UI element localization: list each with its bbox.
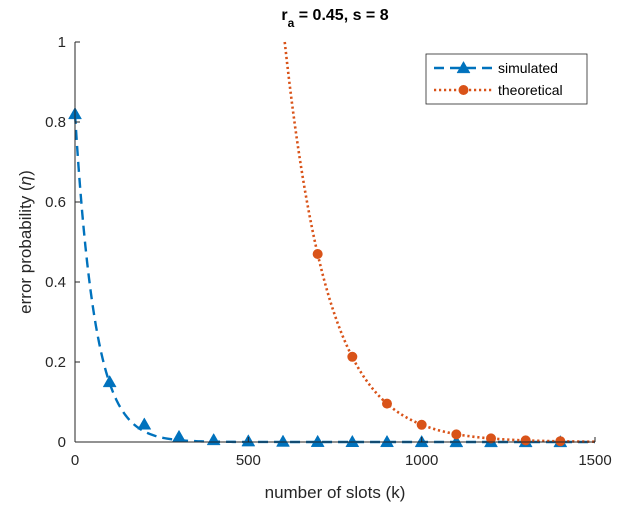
data-point-theoretical [520,435,531,446]
data-point-simulated [310,434,325,447]
y-axis-label-symbol: η [16,176,35,185]
legend-marker-theoretical [458,85,469,95]
data-point-simulated [380,434,394,448]
chart-title: ra = 0.45, s = 8 [281,7,388,30]
y-tick-label: 0.2 [45,354,66,371]
data-point-simulated [102,374,117,388]
data-point-theoretical [416,419,427,430]
data-point-theoretical [486,433,496,444]
ticks: 0 500 1000 1500 0 0.2 0.4 0.6 0.8 1 [45,34,612,469]
data-point-theoretical [555,436,566,447]
chart-title-subscript: a [288,16,295,30]
legend-marker-theoretical [458,85,469,95]
y-axis-label-close: ) [16,170,35,176]
axes [74,42,595,443]
legend: simulated theoretical [425,53,588,105]
y-tick-label: 0 [58,434,66,451]
data-point-simulated [137,417,152,430]
y-axis-label: error probability (η) [16,170,35,314]
series-line-theoretical [283,41,595,443]
x-tick-label: 1500 [578,452,611,469]
data-point-simulated [276,434,290,447]
plot-background [75,42,595,442]
legend-label-theoretical: theoretical [498,82,563,98]
data-point-theoretical [312,249,323,259]
legend-marker-simulated [456,60,471,74]
legend-box [425,53,588,105]
x-tick-label: 500 [236,452,261,469]
series-layer [68,41,595,448]
y-tick-label: 0.8 [45,114,66,131]
legend-marker-simulated [456,60,471,74]
y-tick-label: 1 [58,34,66,51]
data-point-theoretical [382,398,392,409]
legend-label-simulated: simulated [498,60,558,76]
y-axis-label-text: error probability ( [16,185,35,314]
chart-title-main: r [281,7,287,24]
x-tick-label: 0 [71,452,79,469]
y-tick-label: 0.4 [45,274,66,291]
data-point-simulated [449,434,464,448]
data-point-theoretical [347,351,358,362]
chart-title-rest: = 0.45, s = 8 [294,7,388,24]
data-point-theoretical [451,429,462,440]
x-axis-label: number of slots (k) [265,483,406,502]
x-tick-label: 1000 [405,452,438,469]
data-point-simulated [345,434,360,448]
y-tick-label: 0.6 [45,194,66,211]
